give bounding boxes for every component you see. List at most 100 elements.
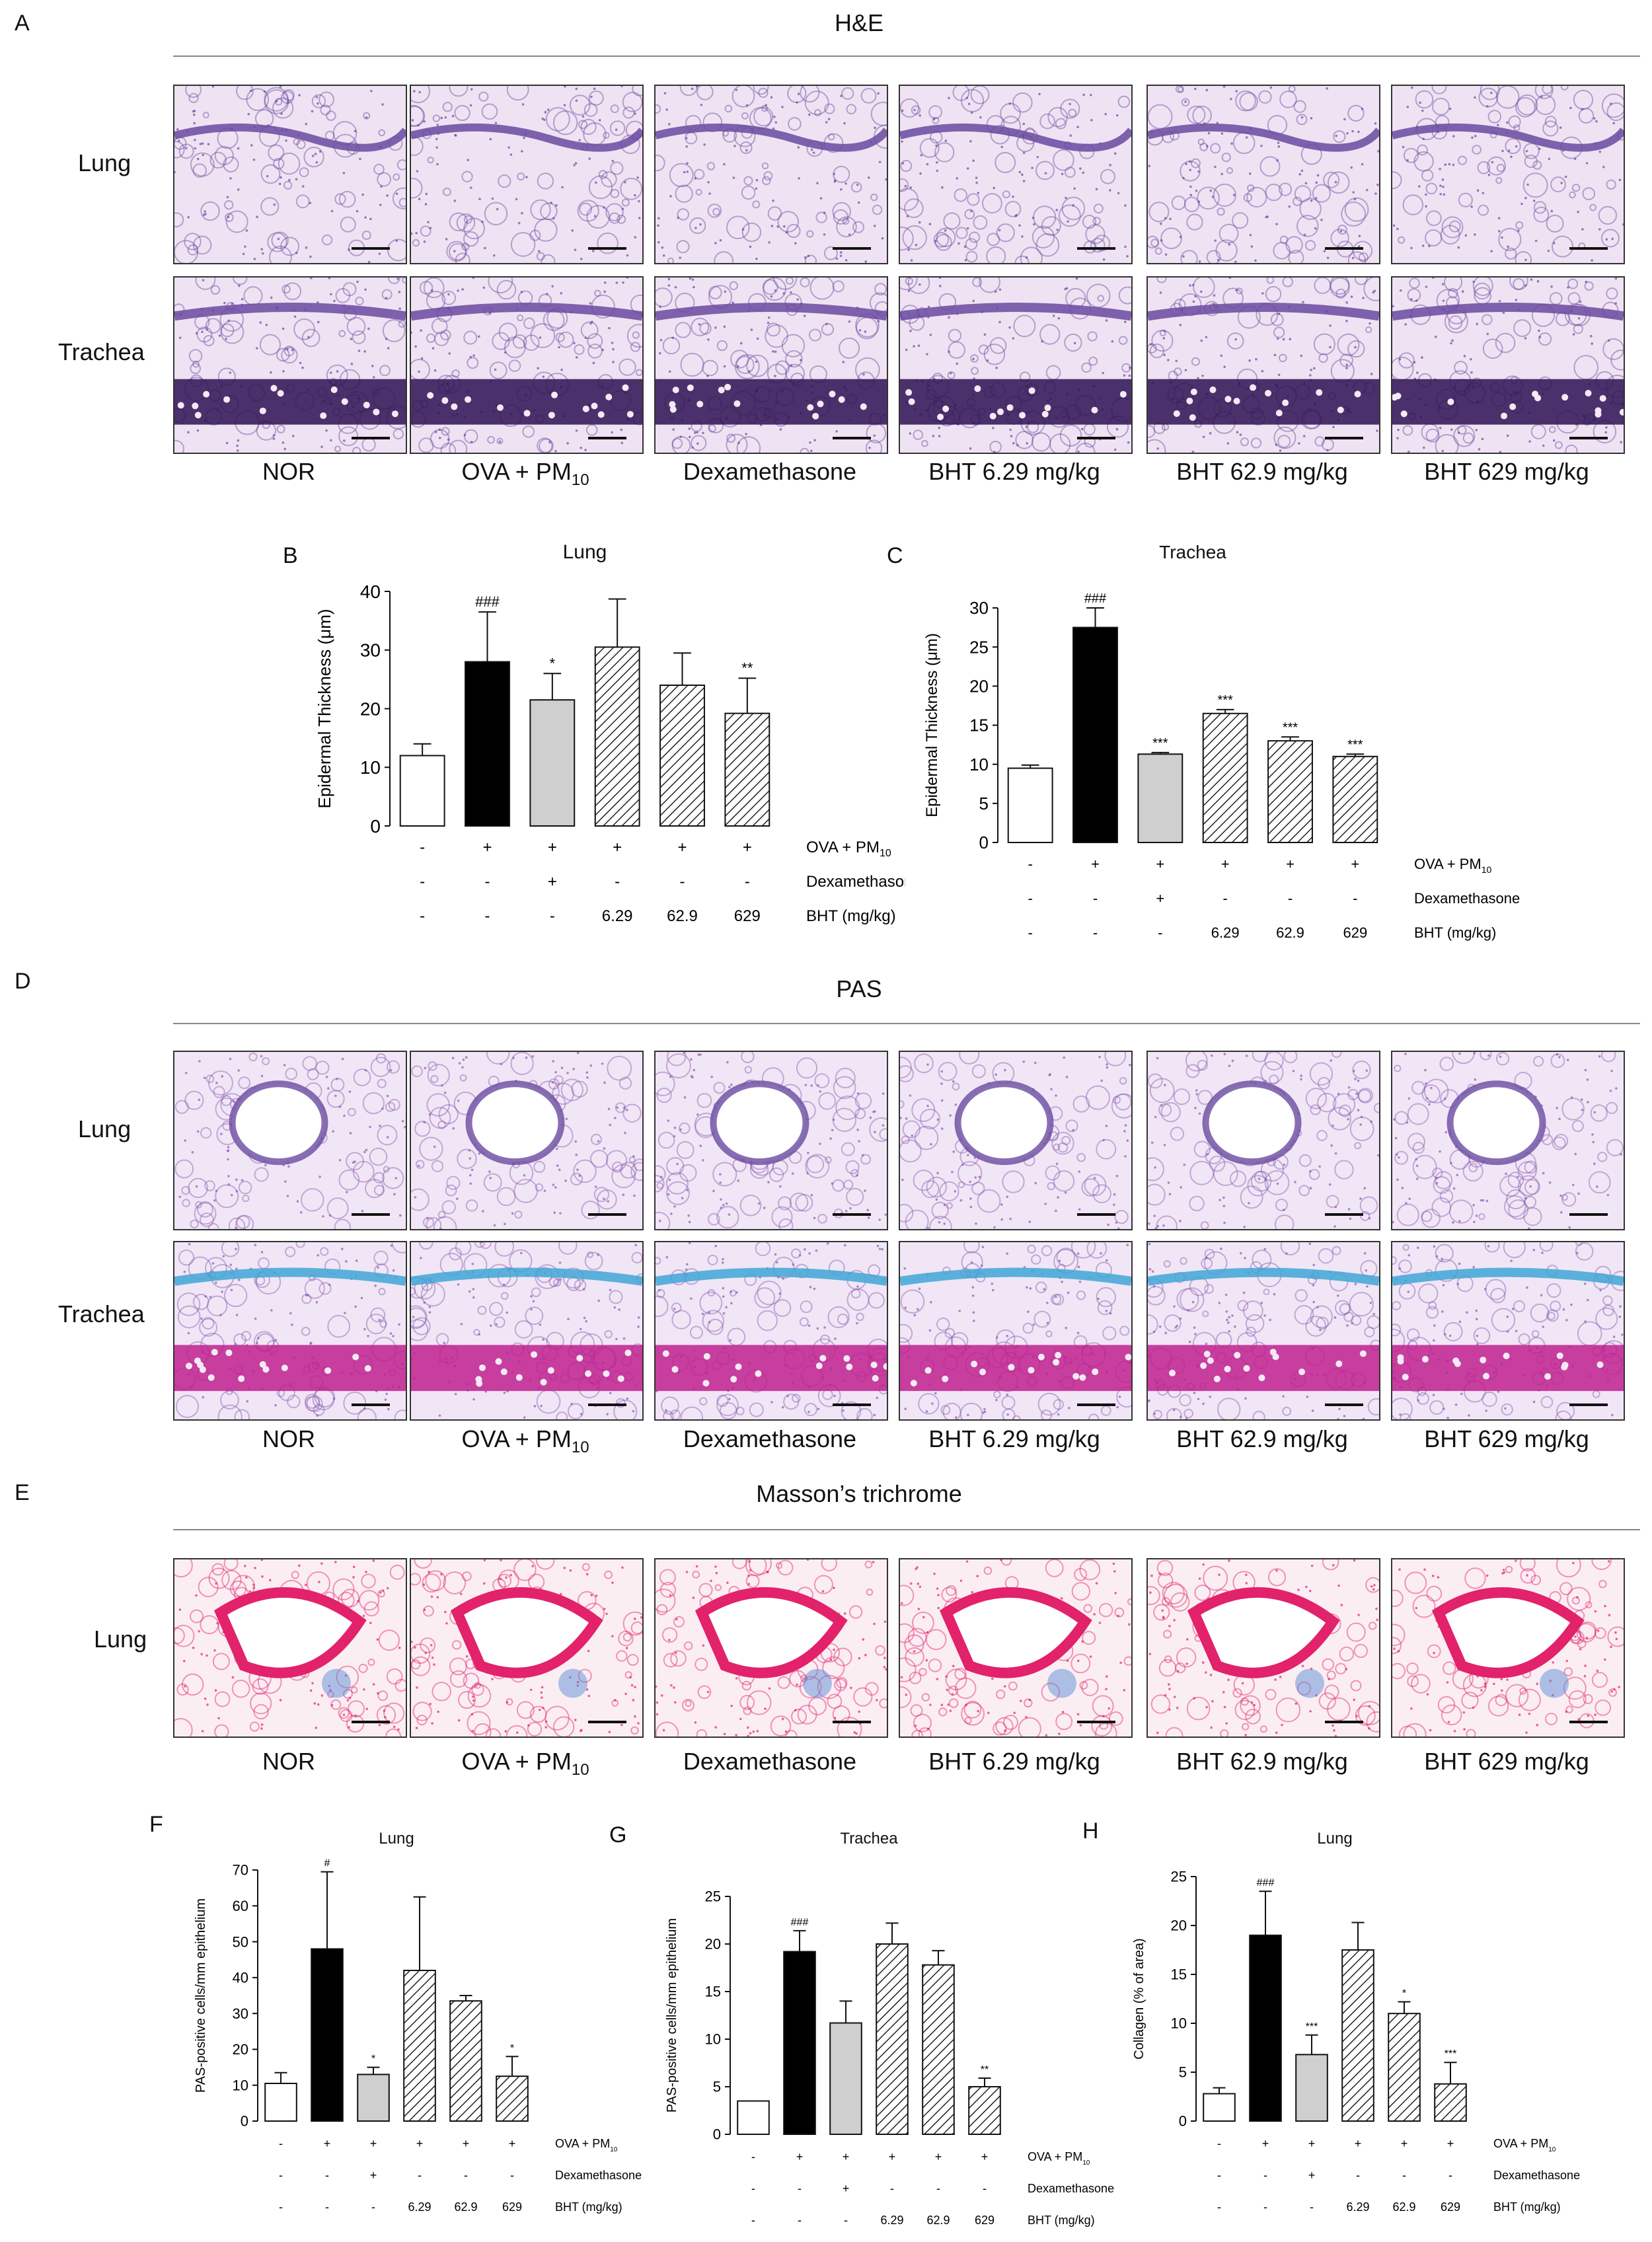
micrograph-tile (1146, 276, 1380, 454)
panel-letter-b: B (283, 543, 298, 568)
y-tick-label: 70 (233, 1862, 248, 1879)
group-label-text: BHT 6.29 mg/kg (928, 1748, 1100, 1775)
scale-bar (588, 437, 626, 439)
group-label: NOR (176, 1425, 401, 1453)
condition-row-label: Dexamethasone (1028, 2182, 1114, 2195)
bar (922, 1964, 955, 2135)
group-label: Dexamethasone (657, 1425, 882, 1453)
micrograph-tile (410, 1051, 644, 1230)
condition-cell: - (420, 839, 425, 856)
group-label-text: OVA + PM (461, 1748, 572, 1775)
condition-cell: - (1356, 2169, 1360, 2182)
condition-cell: 6.29 (602, 907, 633, 925)
condition-cell: - (1217, 2137, 1221, 2150)
condition-cell: + (370, 2169, 377, 2182)
condition-cell: + (935, 2150, 942, 2163)
condition-cell: + (548, 873, 557, 891)
condition-cell: - (680, 873, 685, 891)
bar (1267, 740, 1313, 843)
group-label-text: BHT 62.9 mg/kg (1176, 1425, 1348, 1452)
micrograph-tile (410, 1241, 644, 1421)
chart-title: Lung (1317, 1830, 1352, 1848)
y-tick-label: 0 (1179, 2113, 1187, 2130)
y-tick-label: 0 (713, 2126, 721, 2143)
significance-marker: ### (1257, 1877, 1275, 1888)
y-tick-label: 10 (969, 755, 989, 774)
panel-letter-a: A (15, 11, 30, 36)
micrograph-tile (899, 1558, 1133, 1738)
bar (399, 755, 445, 827)
condition-cell: - (936, 2182, 940, 2195)
micrograph-tile (1146, 1558, 1380, 1738)
condition-cell: - (1402, 2169, 1406, 2182)
condition-row-label: Dexamethasone (806, 873, 905, 891)
micrograph-tile (1146, 85, 1380, 264)
condition-cell: - (751, 2150, 755, 2163)
micrograph-tile (1391, 1241, 1625, 1421)
bar (737, 2100, 770, 2136)
group-label: NOR (176, 458, 401, 486)
y-tick-label: 10 (360, 757, 381, 778)
condition-cell: + (743, 839, 752, 856)
condition-cell: - (1217, 2200, 1221, 2214)
condition-row-label: BHT (mg/kg) (555, 2200, 622, 2214)
scale-bar (1569, 1721, 1608, 1723)
condition-cell: - (1263, 2169, 1267, 2182)
condition-row-label: BHT (mg/kg) (1493, 2200, 1561, 2214)
y-tick-label: 50 (233, 1933, 248, 1950)
bar (1295, 2054, 1328, 2122)
y-tick-label: 10 (1171, 2015, 1187, 2032)
condition-cell: - (1028, 856, 1033, 872)
condition-row-label: OVA + PM10 (806, 839, 891, 859)
bar (496, 2075, 529, 2122)
scale-bar (1569, 247, 1608, 250)
scale-bar (1325, 1721, 1363, 1723)
condition-cell: - (325, 2169, 329, 2182)
condition-cell: - (1217, 2169, 1221, 2182)
y-tick-label: 30 (360, 640, 381, 661)
condition-row-label: Dexamethasone (1414, 890, 1520, 907)
condition-cell: + (416, 2137, 424, 2150)
scale-bar (1569, 437, 1608, 439)
panel-letter-f: F (149, 1812, 163, 1837)
condition-cell: 629 (734, 907, 761, 925)
group-label-subscript: 10 (571, 1761, 589, 1779)
group-label: OVA + PM10 (413, 1425, 638, 1457)
condition-cell: + (1351, 856, 1359, 872)
condition-row-label: BHT (mg/kg) (806, 907, 896, 925)
y-tick-label: 60 (233, 1898, 248, 1914)
scale-bar (1569, 1213, 1608, 1216)
group-label: Dexamethasone (657, 1748, 882, 1775)
significance-marker: *** (1152, 736, 1168, 751)
group-label-text: NOR (262, 1425, 315, 1452)
condition-cell: - (1028, 890, 1033, 907)
condition-cell: - (983, 2182, 987, 2195)
scale-bar (352, 247, 390, 250)
condition-cell: + (509, 2137, 516, 2150)
group-label-text: OVA + PM (461, 458, 572, 485)
condition-cell: + (1156, 890, 1164, 907)
y-tick-label: 5 (1179, 2064, 1187, 2081)
group-label-text: BHT 6.29 mg/kg (928, 1425, 1100, 1452)
chart-title: Lung (563, 541, 607, 563)
condition-cell: 62.9 (926, 2214, 950, 2227)
micrograph-tile (173, 1241, 407, 1421)
y-tick-label: 0 (979, 833, 989, 852)
micrograph-tile (410, 1558, 644, 1738)
section-title-he: H&E (834, 9, 884, 36)
micrograph-tile (1391, 276, 1625, 454)
scale-bar (588, 1403, 626, 1406)
group-label: BHT 6.29 mg/kg (902, 1425, 1127, 1453)
condition-cell: + (1355, 2137, 1362, 2150)
y-tick-label: 40 (360, 581, 381, 602)
condition-cell: - (751, 2182, 755, 2195)
condition-cell: - (279, 2137, 283, 2150)
scale-bar (1569, 1403, 1608, 1406)
scale-bar (833, 437, 871, 439)
micrograph-tile (410, 85, 644, 264)
condition-cell: + (1091, 856, 1100, 872)
condition-cell: - (1093, 890, 1098, 907)
condition-row-label: OVA + PM10 (1493, 2137, 1556, 2153)
group-label: BHT 6.29 mg/kg (902, 1748, 1127, 1775)
condition-cell: 6.29 (408, 2200, 431, 2214)
